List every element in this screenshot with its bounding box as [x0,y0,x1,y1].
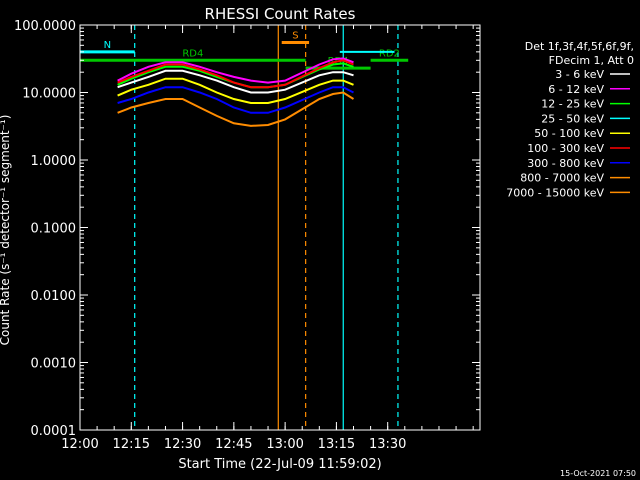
legend-entry-label: 3 - 6 keV [555,68,604,81]
legend-entry-label: 50 - 100 keV [534,127,604,140]
annotation-label: N [104,40,111,51]
annotation-label: RD4 [182,48,203,59]
x-tick-label: 12:30 [164,437,201,452]
series-line [117,59,354,89]
legend-header-line: Det 1f,3f,4f,5f,6f,9f, [525,40,634,53]
series-line [117,69,354,94]
x-tick-label: 13:00 [266,437,303,452]
x-tick-label: 12:15 [113,437,150,452]
legend-entry-label: 6 - 12 keV [548,83,604,96]
y-tick-label: 10.0000 [22,87,76,102]
x-tick-label: 13:15 [318,437,355,452]
x-tick-label: 12:45 [215,437,252,452]
x-axis-label: Start Time (22-Jul-09 11:59:02) [178,457,381,472]
y-tick-label: 0.1000 [31,222,77,237]
timestamp-footer: 15-Oct-2021 07:50 [560,469,636,478]
legend-entry-label: 12 - 25 keV [541,98,604,111]
y-tick-label: 100.0000 [14,19,76,34]
x-axis-ticks: 12:00 12:15 12:30 12:45 13:00 13:15 13:30 [61,25,474,452]
y-axis-ticks: 100.0000 10.0000 1.0000 0.1000 0.0100 0.0010 0… [14,19,480,439]
series-layer [80,50,395,127]
legend-entry-label: 100 - 300 keV [527,142,604,155]
series-line [117,86,354,114]
y-tick-label: 1.0000 [31,154,77,169]
x-tick-label: 12:00 [61,437,98,452]
x-tick-label: 13:30 [369,437,406,452]
legend: Det 1f,3f,4f,5f,6f,9f, FDecim 1, Att 0 3… [506,40,634,199]
legend-entry-label: 800 - 7000 keV [520,172,604,185]
legend-entry-label: 300 - 800 keV [527,157,604,170]
y-tick-label: 0.0010 [31,357,77,372]
legend-header-line: FDecim 1, Att 0 [549,54,634,67]
series-line [117,57,354,84]
series-line [117,91,355,127]
annotation-label: RD2 [379,48,400,59]
annotation-label: S [292,31,298,42]
series-line [117,77,354,104]
y-tick-label: 0.0001 [31,424,77,439]
chart-title: RHESSI Count Rates [205,5,356,23]
y-axis-label: Count Rate (s⁻¹ detector⁻¹ segment⁻¹) [0,115,12,346]
y-tick-label: 0.0100 [31,289,77,304]
legend-entry-label: 25 - 50 keV [541,112,604,125]
legend-entry-label: 7000 - 15000 keV [506,186,604,199]
